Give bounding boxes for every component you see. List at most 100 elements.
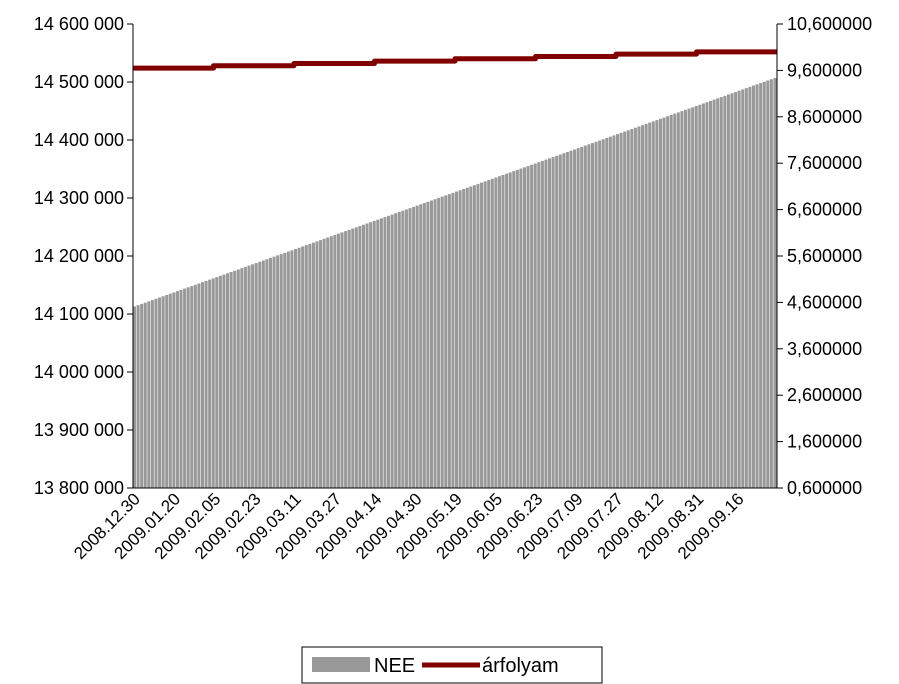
nee-bar [175, 291, 179, 488]
nee-bar [136, 305, 140, 488]
nee-bar [651, 121, 655, 488]
nee-bar [172, 292, 176, 488]
nee-bar [726, 94, 730, 488]
nee-bar [508, 172, 512, 488]
nee-bar [215, 277, 219, 488]
nee-bar [161, 296, 165, 488]
nee-bar [361, 224, 366, 488]
nee-bar [311, 242, 315, 488]
nee-bar [140, 303, 144, 488]
nee-bar [404, 209, 408, 488]
nee-bar [580, 146, 584, 488]
nee-bar [369, 222, 373, 488]
nee-bar [590, 143, 594, 489]
nee-bar [200, 282, 205, 488]
nee-bar [687, 108, 691, 488]
right-tick-label: 7,600000 [787, 153, 862, 173]
nee-bar [719, 97, 723, 488]
nee-bar [701, 103, 705, 488]
left-tick-label: 14 500 000 [34, 72, 124, 92]
nee-bar [555, 155, 559, 488]
nee-bar [573, 149, 577, 488]
nee-bar [261, 260, 265, 488]
nee-bar [644, 123, 648, 489]
nee-bar [168, 293, 172, 488]
nee-bar [394, 213, 398, 488]
nee-bar [526, 166, 530, 488]
nee-bar [465, 187, 469, 489]
nee-bar [472, 185, 476, 488]
nee-bar [408, 208, 412, 488]
nee-bar [218, 275, 222, 488]
nee-bar [251, 264, 255, 488]
nee-bar [533, 163, 537, 489]
nee-bar [283, 252, 287, 488]
nee-bar [243, 266, 247, 488]
nee-bar [462, 189, 466, 488]
right-tick-label: 8,600000 [787, 107, 862, 127]
nee-bar [401, 210, 405, 488]
nee-bar [150, 300, 154, 488]
nee-bar [279, 254, 283, 488]
left-tick-label: 14 400 000 [34, 130, 124, 150]
nee-bar [730, 93, 734, 488]
nee-bar [444, 195, 448, 488]
nee-bar [734, 91, 738, 488]
nee-bar [347, 229, 351, 489]
nee-bar [340, 232, 344, 488]
nee-bar [676, 112, 680, 488]
nee-bar [451, 192, 455, 488]
nee-bar [351, 228, 355, 488]
nee-bar [354, 227, 358, 488]
nee-bar [247, 265, 251, 488]
nee-bar [716, 98, 720, 489]
nee-bar [240, 268, 244, 488]
nee-bar [501, 174, 505, 488]
left-tick-label: 14 100 000 [34, 304, 124, 324]
nee-bar [766, 80, 770, 489]
nee-bar [505, 173, 509, 488]
nee-bar [497, 176, 501, 489]
nee-bar [301, 246, 305, 488]
nee-bar [623, 131, 627, 488]
nee-bar [540, 160, 544, 489]
nee-bar [319, 240, 323, 488]
nee-bar [458, 190, 462, 489]
nee-bar [565, 151, 569, 489]
nee-bar [397, 211, 401, 489]
nee-bar [290, 250, 294, 488]
nee-bar [469, 186, 473, 488]
nee-bar [630, 129, 634, 488]
nee-bar [755, 84, 759, 488]
nee-bar [344, 231, 348, 488]
nee-bar [487, 180, 491, 488]
nee-bar [190, 286, 194, 488]
nee-bar [587, 144, 591, 488]
nee-bar [494, 177, 498, 488]
nee-bar [673, 113, 677, 488]
nee-bar [683, 109, 688, 489]
nee-bar [315, 241, 319, 488]
nee-bar [358, 226, 362, 488]
nee-bar [691, 107, 695, 489]
nee-bar [698, 104, 702, 488]
nee-bars [133, 77, 777, 489]
x-axis-ticks: 2008.12.302009.01.202009.02.052009.02.23… [70, 489, 747, 563]
nee-bar [616, 134, 620, 489]
right-axis-ticks: 0,600000 1,600000 2,600000 3,600000 4,600000… [777, 14, 872, 498]
nee-bar [605, 137, 609, 488]
nee-bar [419, 204, 423, 488]
left-tick-label: 14 200 000 [34, 246, 124, 266]
arfolyam-line [133, 49, 777, 71]
nee-bar [569, 150, 573, 488]
nee-bar [694, 106, 698, 488]
nee-bar [619, 132, 623, 488]
nee-bar [641, 125, 645, 489]
nee-bar [133, 306, 137, 488]
nee-bar [548, 158, 552, 488]
nee-bar [276, 255, 280, 488]
nee-bar [193, 284, 197, 488]
nee-bar [211, 278, 215, 488]
nee-bar [158, 297, 162, 488]
